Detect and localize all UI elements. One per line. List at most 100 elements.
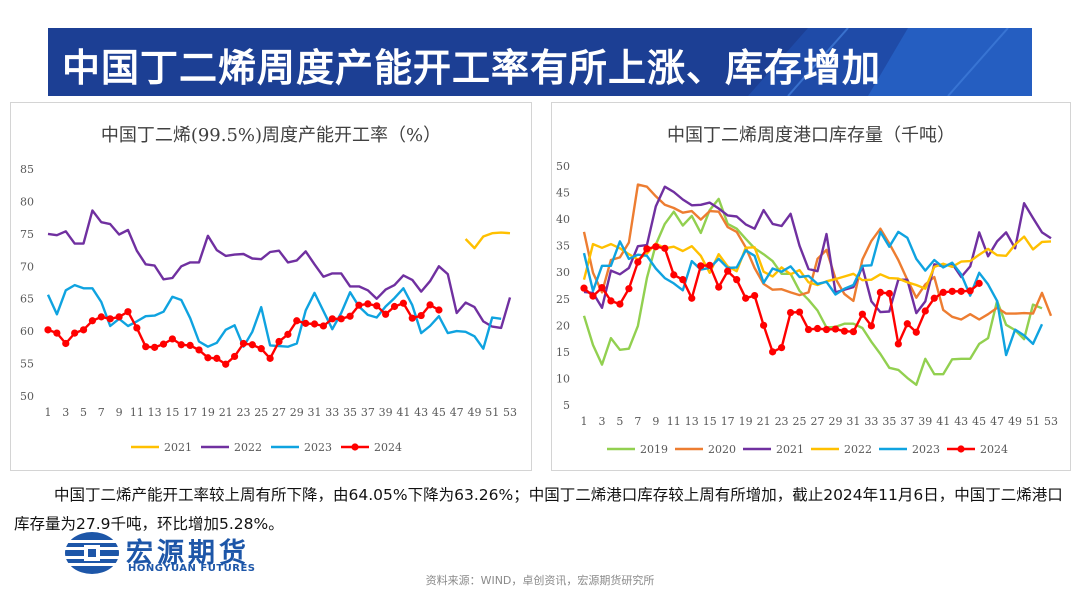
logo-name: 宏源期货	[126, 538, 250, 569]
x-tick-label: 43	[954, 415, 968, 428]
data-point-2024	[44, 326, 52, 334]
data-point-2024	[373, 302, 381, 310]
data-point-2024	[133, 324, 141, 332]
legend-label-2024: 2024	[374, 441, 402, 454]
data-point-2024	[239, 339, 248, 348]
data-point-2024	[580, 284, 588, 292]
data-point-2024	[53, 329, 61, 337]
x-tick-label: 47	[450, 406, 464, 419]
y-tick-label: 60	[20, 325, 34, 338]
data-point-2024	[768, 348, 777, 356]
x-tick-label: 37	[900, 415, 914, 428]
x-tick-label: 33	[864, 415, 878, 428]
data-point-2024	[903, 320, 911, 328]
data-point-2024	[222, 360, 230, 368]
legend-label-2023: 2023	[304, 441, 332, 454]
x-tick-label: 39	[379, 406, 393, 419]
data-point-2024	[248, 341, 256, 349]
x-tick-label: 29	[828, 415, 842, 428]
x-tick-label: 19	[201, 406, 215, 419]
x-tick-label: 41	[936, 415, 950, 428]
data-point-2024	[337, 315, 345, 323]
data-point-2024	[364, 300, 372, 308]
x-tick-label: 45	[972, 415, 986, 428]
data-point-2024	[598, 284, 606, 292]
y-tick-label: 45	[556, 187, 570, 200]
x-tick-label: 3	[62, 406, 69, 419]
x-tick-label: 29	[290, 406, 304, 419]
data-point-2024	[616, 300, 624, 308]
data-point-2024	[97, 313, 105, 321]
data-point-2024	[408, 314, 416, 322]
x-tick-label: 5	[616, 415, 623, 428]
x-tick-label: 25	[254, 406, 268, 419]
x-tick-label: 15	[165, 406, 179, 419]
y-tick-label: 5	[563, 399, 570, 412]
x-tick-label: 25	[793, 415, 807, 428]
data-point-2024	[275, 337, 283, 346]
y-tick-label: 40	[556, 213, 570, 226]
x-tick-label: 17	[721, 415, 735, 428]
data-point-2024	[346, 312, 354, 320]
x-tick-label: 39	[918, 415, 932, 428]
data-point-2024	[435, 306, 443, 314]
data-point-2024	[142, 343, 150, 351]
data-point-2024	[124, 308, 132, 316]
data-point-2024	[795, 308, 804, 316]
x-tick-label: 51	[1026, 415, 1040, 428]
x-tick-label: 35	[882, 415, 896, 428]
data-point-2024	[742, 294, 750, 302]
data-point-2024	[760, 321, 768, 329]
x-tick-label: 31	[846, 415, 860, 428]
x-tick-label: 37	[361, 406, 375, 419]
data-point-2024	[293, 317, 301, 325]
data-point-2024	[79, 326, 88, 334]
x-tick-label: 13	[148, 406, 162, 419]
data-point-2024	[733, 276, 741, 284]
x-tick-label: 1	[581, 415, 588, 428]
x-tick-label: 7	[634, 415, 641, 428]
banner-background	[48, 28, 1032, 96]
x-tick-label: 53	[503, 406, 517, 419]
x-tick-label: 17	[183, 406, 197, 419]
y-tick-label: 65	[20, 293, 34, 306]
data-point-2024	[840, 327, 849, 335]
data-point-2024	[399, 299, 407, 307]
x-tick-label: 15	[703, 415, 717, 428]
data-point-2024	[625, 285, 633, 293]
x-tick-label: 49	[1008, 415, 1022, 428]
y-tick-label: 30	[556, 266, 570, 279]
legend-marker-2024	[957, 445, 965, 453]
y-tick-label: 70	[20, 260, 34, 273]
data-point-2024	[966, 287, 974, 295]
data-point-2024	[177, 341, 185, 349]
data-point-2024	[652, 243, 660, 251]
series-line-2021	[583, 185, 1052, 315]
legend-label-2022: 2022	[234, 441, 262, 454]
data-point-2024	[831, 325, 840, 333]
x-tick-label: 1	[45, 406, 52, 419]
source-note: 资料来源：WIND，卓创资讯，宏源期货研究所	[425, 574, 655, 587]
x-tick-label: 47	[990, 415, 1004, 428]
data-point-2024	[159, 340, 168, 348]
data-point-2024	[382, 310, 390, 318]
data-point-2024	[168, 335, 176, 343]
data-point-2024	[670, 271, 678, 279]
data-point-2024	[328, 315, 336, 323]
y-tick-label: 50	[556, 160, 570, 173]
data-point-2024	[939, 288, 947, 297]
x-tick-label: 9	[652, 415, 659, 428]
series-line-2023	[582, 230, 1044, 357]
y-tick-label: 15	[556, 346, 570, 359]
data-point-2024	[106, 315, 114, 323]
x-tick-label: 53	[1044, 415, 1058, 428]
x-tick-label: 5	[80, 406, 87, 419]
x-tick-label: 27	[272, 406, 286, 419]
x-tick-label: 23	[236, 406, 250, 419]
x-tick-label: 33	[325, 406, 339, 419]
y-tick-label: 75	[20, 228, 34, 241]
data-point-2024	[804, 325, 813, 334]
data-point-2024	[115, 313, 123, 321]
